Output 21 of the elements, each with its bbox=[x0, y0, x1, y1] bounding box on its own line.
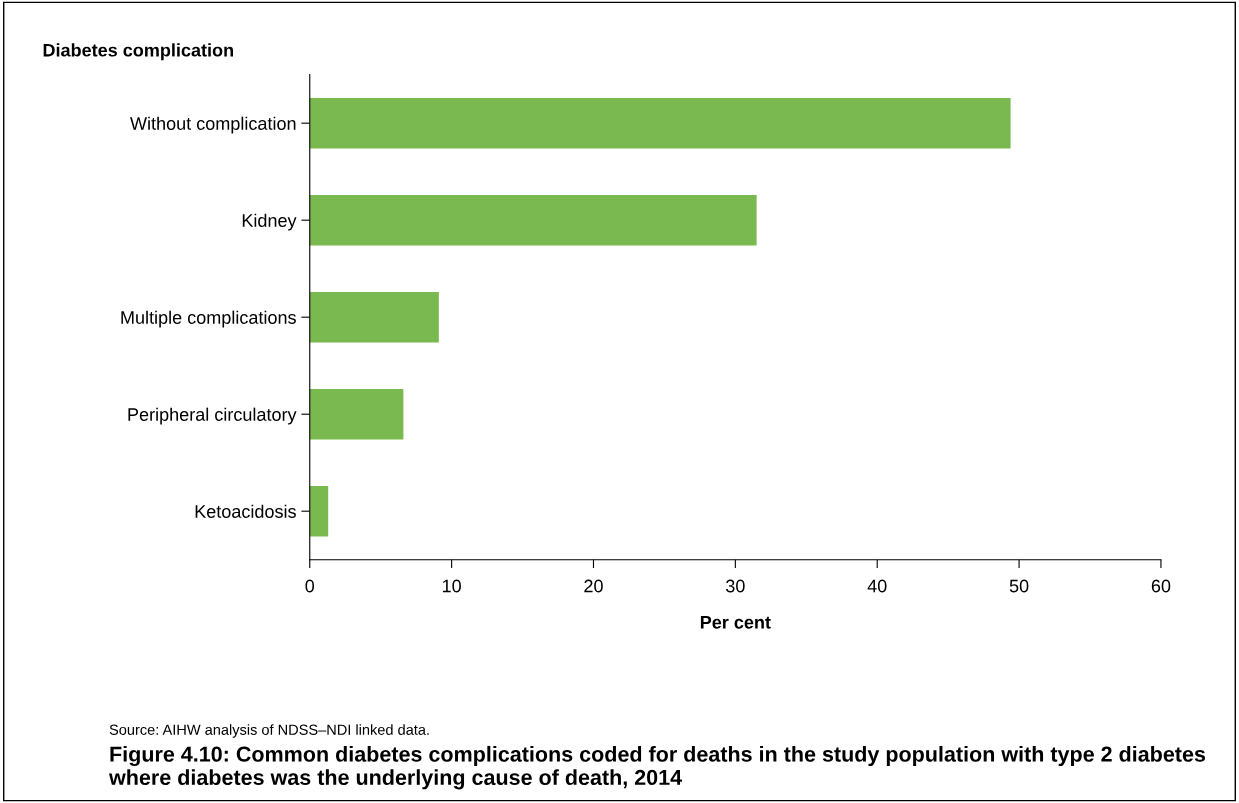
source-note: Source: AIHW analysis of NDSS–NDI linked data. bbox=[109, 724, 429, 738]
bar bbox=[309, 485, 329, 537]
y-tick-label: Without complication bbox=[130, 116, 296, 134]
bar bbox=[309, 291, 439, 343]
bar bbox=[309, 97, 1011, 149]
x-tick-label: 40 bbox=[867, 579, 887, 593]
bar bbox=[309, 194, 757, 246]
bar bbox=[309, 388, 404, 440]
x-tick-label: 10 bbox=[442, 579, 461, 593]
x-tick-label: 0 bbox=[305, 579, 315, 593]
y-tick-label: Kidney bbox=[242, 213, 297, 231]
text: Figure 4.10: Common diabetes complications coded for deaths in the study population with type 2 diabetes where diabetes was the underlying cause of death, 2014 bbox=[108, 745, 1206, 790]
y-tick-label: Multiple complications bbox=[121, 310, 296, 328]
x-tick-label: 60 bbox=[1151, 579, 1171, 593]
y-axis-title: Diabetes complication bbox=[43, 43, 233, 61]
y-tick-label: Peripheral circulatory bbox=[128, 407, 297, 425]
x-axis-title: Per cent bbox=[700, 616, 771, 629]
x-tick-label: 50 bbox=[1009, 579, 1029, 593]
x-tick-label: 20 bbox=[584, 579, 603, 593]
y-tick-label: Ketoacidosis bbox=[195, 504, 296, 518]
x-tick-label: 30 bbox=[725, 579, 745, 593]
